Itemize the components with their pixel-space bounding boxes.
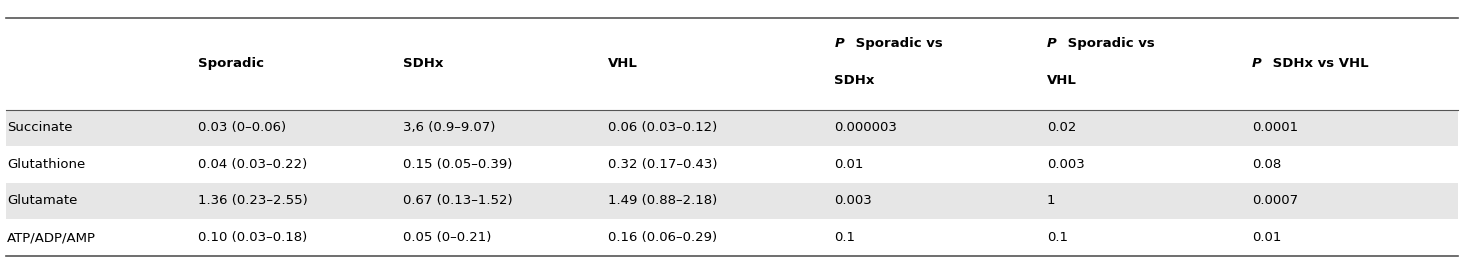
Bar [6, 110, 1458, 146]
Bar [6, 219, 1458, 256]
Text: 0.0007: 0.0007 [1252, 194, 1299, 207]
Text: 0.003: 0.003 [1047, 158, 1085, 171]
Text: 0.15 (0.05–0.39): 0.15 (0.05–0.39) [403, 158, 512, 171]
Text: 0.01: 0.01 [834, 158, 864, 171]
Text: 0.67 (0.13–1.52): 0.67 (0.13–1.52) [403, 194, 512, 207]
Bar [6, 146, 1458, 183]
Text: 1.49 (0.88–2.18): 1.49 (0.88–2.18) [608, 194, 717, 207]
Text: SDHx vs VHL: SDHx vs VHL [1268, 57, 1369, 70]
Text: Glutathione: Glutathione [7, 158, 85, 171]
Text: 1.36 (0.23–2.55): 1.36 (0.23–2.55) [198, 194, 307, 207]
Text: 0.1: 0.1 [1047, 231, 1067, 244]
Text: 0.16 (0.06–0.29): 0.16 (0.06–0.29) [608, 231, 717, 244]
Text: Sporadic vs: Sporadic vs [1063, 37, 1155, 50]
Text: P: P [1252, 57, 1262, 70]
Bar [6, 183, 1458, 219]
Text: 0.02: 0.02 [1047, 121, 1076, 134]
Text: 0.000003: 0.000003 [834, 121, 897, 134]
Text: Glutamate: Glutamate [7, 194, 78, 207]
Text: 0.08: 0.08 [1252, 158, 1281, 171]
Text: Sporadic vs: Sporadic vs [851, 37, 943, 50]
Text: 1: 1 [1047, 194, 1056, 207]
Text: SDHx: SDHx [834, 74, 875, 87]
Text: 0.01: 0.01 [1252, 231, 1281, 244]
Text: 0.0001: 0.0001 [1252, 121, 1299, 134]
Text: 0.05 (0–0.21): 0.05 (0–0.21) [403, 231, 490, 244]
Text: 0.10 (0.03–0.18): 0.10 (0.03–0.18) [198, 231, 307, 244]
Text: 3,6 (0.9–9.07): 3,6 (0.9–9.07) [403, 121, 495, 134]
Text: 0.03 (0–0.06): 0.03 (0–0.06) [198, 121, 285, 134]
Text: 0.1: 0.1 [834, 231, 855, 244]
Text: 0.003: 0.003 [834, 194, 873, 207]
Text: VHL: VHL [608, 57, 637, 70]
Text: SDHx: SDHx [403, 57, 444, 70]
Text: P: P [834, 37, 845, 50]
Text: 0.06 (0.03–0.12): 0.06 (0.03–0.12) [608, 121, 717, 134]
Text: 0.04 (0.03–0.22): 0.04 (0.03–0.22) [198, 158, 307, 171]
Text: P: P [1047, 37, 1057, 50]
Text: Succinate: Succinate [7, 121, 73, 134]
Text: ATP/ADP/AMP: ATP/ADP/AMP [7, 231, 97, 244]
Text: 0.32 (0.17–0.43): 0.32 (0.17–0.43) [608, 158, 717, 171]
Text: VHL: VHL [1047, 74, 1076, 87]
Text: Sporadic: Sporadic [198, 57, 264, 70]
